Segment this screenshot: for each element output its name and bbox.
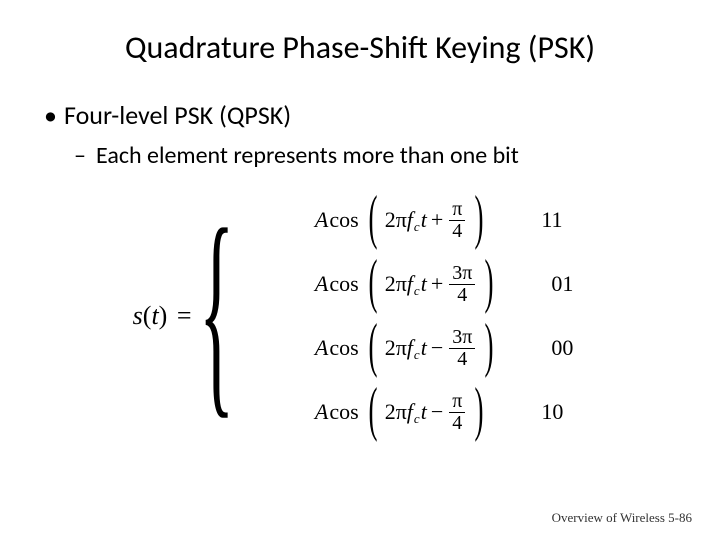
- equation-case: Acos ( 2πfct − 3π4 ) 00: [315, 316, 587, 380]
- brace-icon: {: [199, 216, 234, 405]
- equation-case: Acos ( 2πfct − π4 ) 10: [315, 380, 587, 444]
- bit-pattern: 11: [541, 207, 577, 233]
- slide-title: Quadrature Phase-Shift Keying (PSK): [40, 28, 680, 67]
- equation-lhs: s(t) =: [133, 301, 195, 331]
- slide-footer: Overview of Wireless 5-86: [552, 510, 692, 526]
- equation-cases: Acos ( 2πfct + π4 ) 11 Acos ( 2πfct + 3π…: [315, 188, 587, 444]
- bullet-level2: Each element represents more than one bi…: [96, 141, 680, 170]
- bit-pattern: 01: [551, 271, 587, 297]
- equation-case: Acos ( 2πfct + π4 ) 11: [315, 188, 587, 252]
- equation: s(t) = { Acos ( 2πfct + π4 ) 11 Acos ( 2…: [40, 188, 680, 444]
- equation-case: Acos ( 2πfct + 3π4 ) 01: [315, 252, 587, 316]
- bullet-level1: Four-level PSK (QPSK): [64, 99, 680, 131]
- bit-pattern: 00: [551, 335, 587, 361]
- bit-pattern: 10: [541, 399, 577, 425]
